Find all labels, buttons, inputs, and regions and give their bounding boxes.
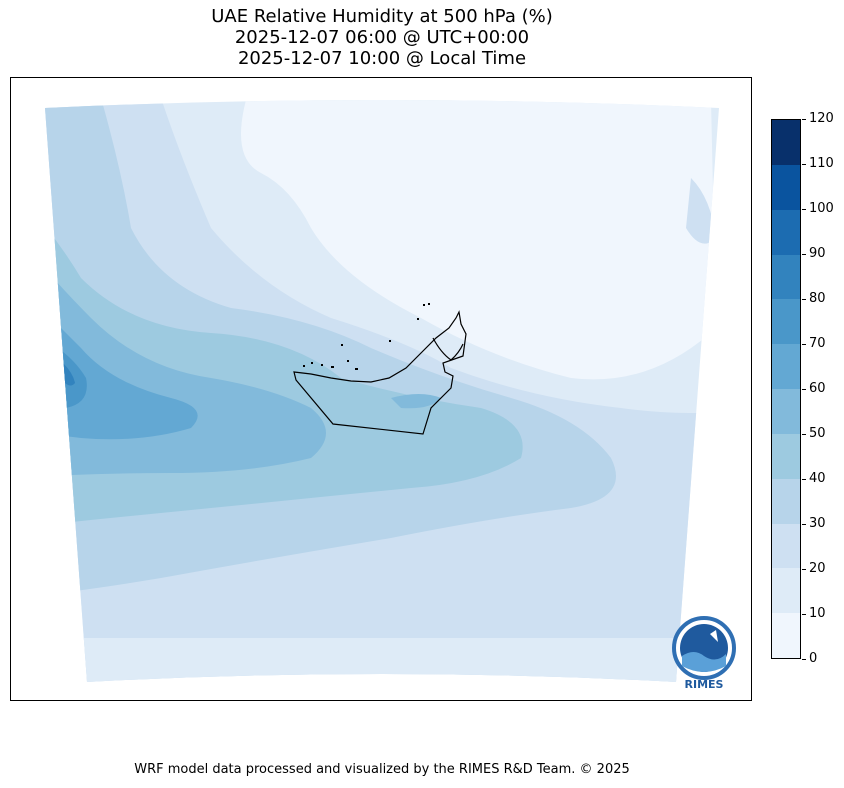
humidity-map (45, 100, 719, 682)
map-panel (10, 77, 752, 701)
colorbar-tick-mark (802, 523, 806, 525)
colorbar-tick-label: 50 (809, 426, 826, 441)
colorbar-tick-label: 20 (809, 561, 826, 576)
colorbar-segment (772, 567, 800, 614)
colorbar-tick-label: 120 (809, 111, 834, 126)
colorbar-segment (772, 209, 800, 255)
colorbar-tick-label: 0 (809, 651, 818, 666)
contour-blob-east (686, 178, 716, 244)
contour-band-0-10 (241, 100, 716, 380)
title-line-3: 2025-12-07 10:00 @ Local Time (237, 48, 527, 69)
colorbar-segment (772, 388, 800, 434)
colorbar-tick-label: 110 (809, 156, 834, 171)
colorbar-segment (772, 119, 800, 165)
colorbar-tick-label: 80 (809, 291, 826, 306)
colorbar-tick-mark (802, 433, 806, 435)
colorbar-segment (772, 298, 800, 345)
colorbar-tick-mark (802, 568, 806, 570)
colorbar-tick-label: 30 (809, 516, 826, 531)
colorbar-tick-mark (802, 208, 806, 210)
colorbar-tick-label: 40 (809, 471, 826, 486)
colorbar-tick-mark (802, 388, 806, 390)
contour-band-10-20-south (45, 638, 719, 682)
colorbar-tick-label: 70 (809, 336, 826, 351)
rimes-logo: RIMES (672, 616, 736, 691)
colorbar-segment (772, 164, 800, 210)
colorbar-tick-mark (802, 298, 806, 300)
colorbar-segment (772, 478, 800, 524)
colorbar-tick-mark (802, 118, 806, 120)
colorbar-segment (772, 343, 800, 389)
colorbar-tick-mark (802, 613, 806, 615)
title-line-1: UAE Relative Humidity at 500 hPa (%) (211, 6, 553, 27)
colorbar-tick-mark (802, 478, 806, 480)
footer-credit: WRF model data processed and visualized … (134, 762, 630, 777)
contour-blob (391, 394, 441, 409)
uae-boundary (293, 310, 467, 435)
colorbar-segment (772, 254, 800, 300)
map-title: UAE Relative Humidity at 500 hPa (%) 202… (0, 6, 764, 69)
colorbar-tick-label: 90 (809, 246, 826, 261)
logo-text: RIMES (685, 678, 724, 691)
colorbar-tick-label: 100 (809, 201, 834, 216)
colorbar (771, 119, 801, 659)
colorbar-segment (772, 523, 800, 569)
colorbar-tick-mark (802, 253, 806, 255)
colorbar-tick-mark (802, 163, 806, 165)
colorbar-tick-label: 60 (809, 381, 826, 396)
colorbar-segment (772, 433, 800, 479)
colorbar-segment (772, 612, 800, 658)
colorbar-tick-mark (802, 658, 806, 660)
colorbar-tick-mark (802, 343, 806, 345)
islands (303, 303, 430, 370)
title-line-2: 2025-12-07 06:00 @ UTC+00:00 (234, 27, 530, 48)
colorbar-tick-label: 10 (809, 606, 826, 621)
contour-band-80-90 (63, 363, 75, 386)
